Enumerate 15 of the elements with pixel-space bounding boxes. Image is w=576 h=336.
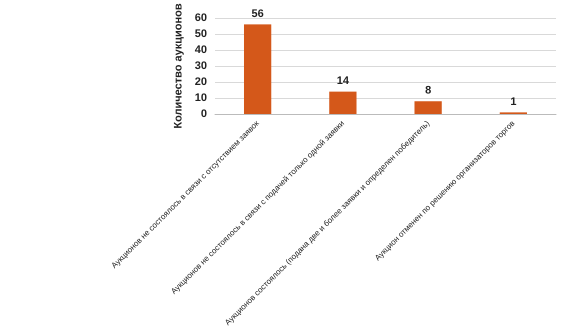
y-tick-label: 40 xyxy=(194,44,207,56)
y-tick-label: 10 xyxy=(194,92,207,104)
data-label: 56 xyxy=(252,8,264,20)
data-label: 14 xyxy=(336,75,350,88)
y-tick-label: 50 xyxy=(194,28,207,40)
y-tick-label: 60 xyxy=(194,12,207,24)
bar xyxy=(244,24,272,114)
y-tick-label: 30 xyxy=(194,60,207,72)
data-label: 1 xyxy=(510,96,516,108)
y-tick-label: 20 xyxy=(194,76,207,88)
bar xyxy=(329,92,357,114)
y-tick-label: 0 xyxy=(200,108,207,120)
y-axis-title: Количество аукционов xyxy=(172,3,184,129)
bar xyxy=(414,101,442,114)
data-label: 8 xyxy=(425,84,432,97)
